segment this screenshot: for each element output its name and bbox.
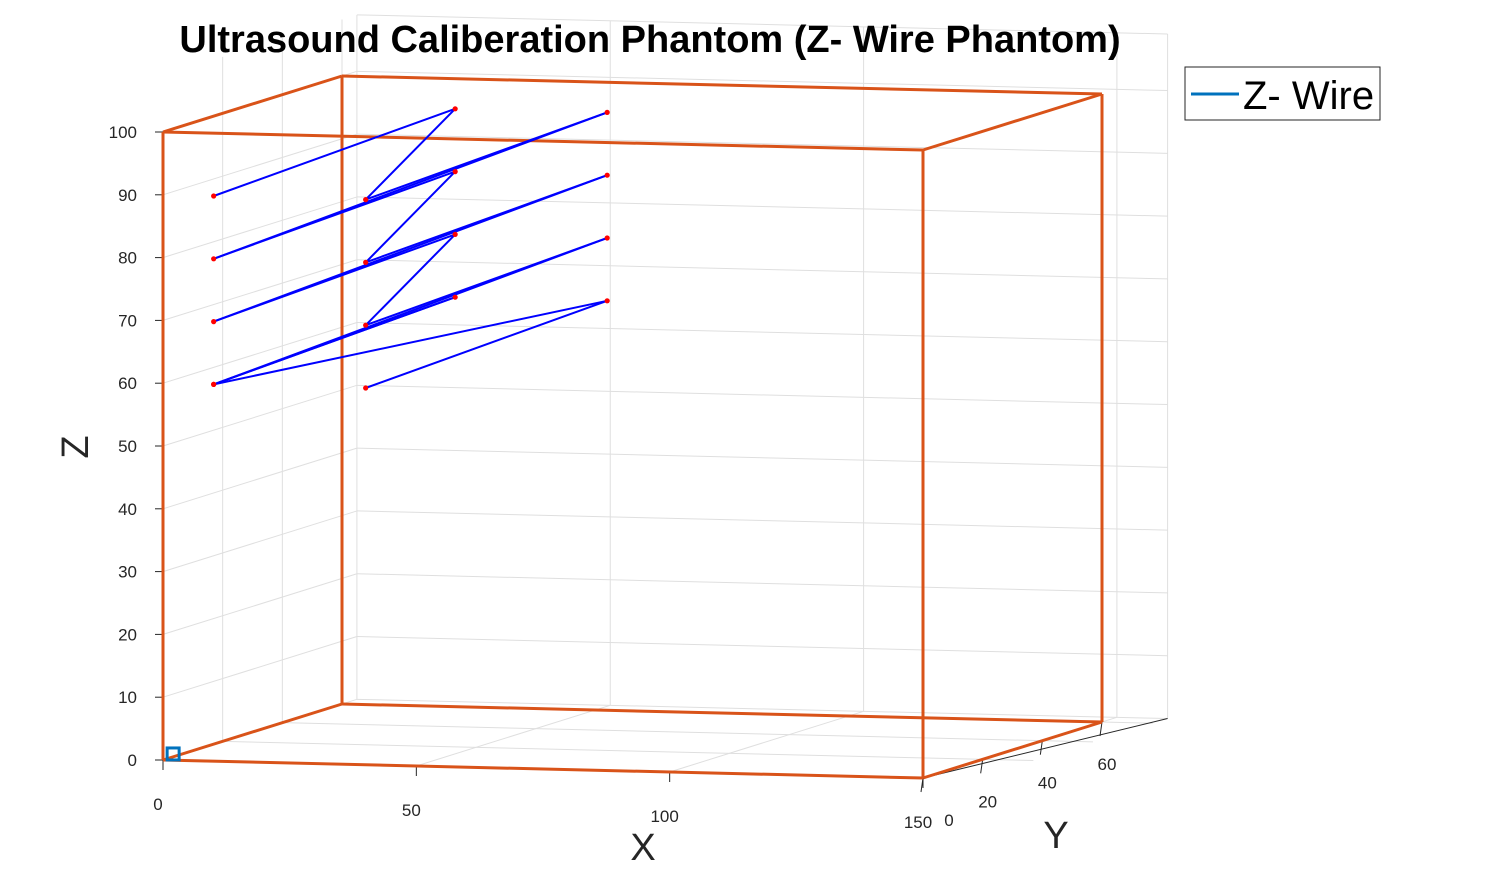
wire-segment <box>364 170 456 264</box>
grid-line <box>356 70 1168 92</box>
z-tick-label: 80 <box>118 249 137 268</box>
grid-line <box>162 636 358 698</box>
grid-line <box>282 722 1094 743</box>
z-tick-label: 20 <box>118 625 137 644</box>
z-wire-series <box>165 106 610 762</box>
y-tick-label: 60 <box>1098 755 1117 774</box>
z-tick-label: 30 <box>118 563 137 582</box>
grid-line <box>356 636 1168 657</box>
grid-line <box>162 259 358 321</box>
phantom-box <box>161 74 1104 780</box>
wire-point <box>211 256 217 262</box>
y-tick <box>980 759 984 774</box>
wire-point <box>211 193 217 199</box>
x-axis-label: X <box>630 827 655 869</box>
y-tick <box>1039 740 1043 755</box>
wire-point <box>363 385 369 391</box>
wire-point <box>604 172 610 178</box>
grid-line <box>356 133 1168 154</box>
grid-line <box>162 510 358 573</box>
grid-line <box>356 259 1168 280</box>
y-axis-line <box>922 718 1168 779</box>
legend: Z- Wire <box>1184 66 1381 121</box>
box-edge <box>922 720 1103 780</box>
wire-segment <box>213 233 456 323</box>
z-tick-label: 50 <box>118 437 137 456</box>
grid-line <box>162 196 358 259</box>
wire-segment <box>364 108 456 201</box>
y-tick <box>1099 721 1103 737</box>
tick-labels: 0 10 20 30 40 50 60 70 80 90 100 0 50 100 150 20 40 60 0 <box>109 123 1117 832</box>
legend-label-z-wire: Z- Wire <box>1243 74 1374 118</box>
wire-point <box>604 235 610 241</box>
box-edge <box>162 758 924 780</box>
grid-line <box>416 704 611 767</box>
grid-line <box>356 14 1168 35</box>
z-tick-label: 70 <box>118 311 137 330</box>
wire-segment <box>365 299 608 389</box>
wire-point <box>211 381 217 387</box>
grid-line <box>356 196 1168 217</box>
y-tick-label: 0 <box>944 811 953 830</box>
wire-point <box>452 169 458 175</box>
box-edge <box>162 74 343 134</box>
z-tick-label: 40 <box>118 500 137 519</box>
y-axis-label: Y <box>1043 815 1068 857</box>
grid-line <box>669 710 864 773</box>
wire-segment <box>213 299 608 386</box>
z-tick-label: 0 <box>128 751 137 770</box>
box-edge <box>341 702 1103 724</box>
wire-point <box>211 319 217 325</box>
wire-segment <box>213 296 456 386</box>
x-tick-label: 100 <box>650 807 678 826</box>
wire-point <box>604 109 610 115</box>
y-tick-label: 40 <box>1038 774 1057 793</box>
box-edge <box>341 74 1103 96</box>
wire-segment <box>213 170 456 260</box>
z-tick-label: 90 <box>118 186 137 205</box>
z-tick-label: 10 <box>118 688 137 707</box>
x-tick-label: 0 <box>153 795 162 814</box>
wire-point <box>452 231 458 237</box>
origin-marker <box>165 746 181 762</box>
grid-line <box>162 447 358 510</box>
z-tick-label: 100 <box>109 123 137 142</box>
x-tick-label: 150 <box>904 813 932 832</box>
wire-segment <box>213 107 456 197</box>
y-tick-label: 20 <box>978 792 997 811</box>
wire-point <box>452 106 458 112</box>
box-edge <box>162 130 924 152</box>
grid-line <box>356 384 1168 406</box>
grid-line <box>356 447 1168 468</box>
z-axis-label: Z <box>55 435 97 458</box>
grid-line <box>222 740 1034 762</box>
grid-line <box>356 510 1168 531</box>
wire-point <box>363 259 369 265</box>
box-edge <box>162 702 343 762</box>
wire-point <box>604 298 610 304</box>
grid-line <box>162 573 358 635</box>
wire-segment <box>364 233 456 326</box>
grid-line <box>356 698 1168 720</box>
grid-line <box>356 573 1168 594</box>
wire-point <box>363 197 369 203</box>
x-tick-label: 50 <box>402 801 421 820</box>
y-tick <box>920 777 924 793</box>
chart-title: Ultrasound Caliberation Phantom (Z- Wire… <box>179 19 1120 61</box>
wire-point <box>363 322 369 328</box>
z-tick-label: 60 <box>118 374 137 393</box>
wire-point <box>452 294 458 300</box>
box-edge <box>922 92 1103 152</box>
grid-line <box>162 322 358 384</box>
grid-line <box>162 384 358 447</box>
grid-line <box>162 133 358 196</box>
